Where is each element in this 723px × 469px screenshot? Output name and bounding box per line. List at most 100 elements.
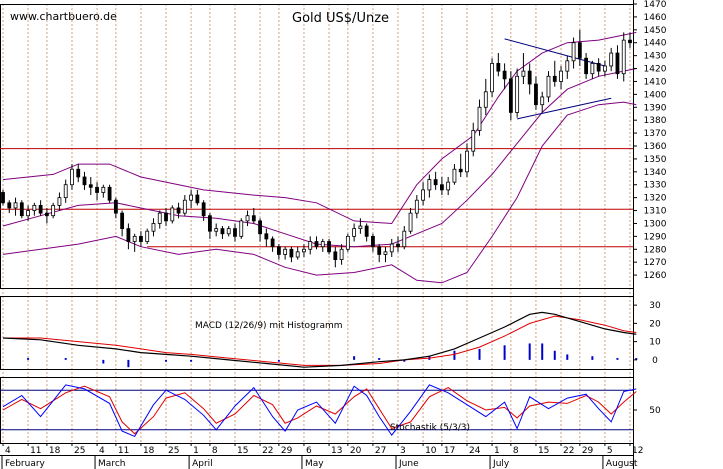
price-tick-label: 1410	[644, 77, 667, 87]
candle	[565, 55, 570, 79]
candle-body	[477, 106, 482, 131]
candle	[452, 164, 457, 185]
candle-body	[446, 181, 451, 191]
candle	[502, 63, 507, 90]
candle	[333, 246, 338, 268]
candle-body	[113, 199, 118, 214]
candle	[226, 226, 231, 237]
candle-body	[540, 96, 545, 106]
date-tick-label: 18	[143, 446, 155, 456]
candle-body	[571, 42, 576, 62]
candle	[176, 202, 181, 219]
candle	[389, 238, 394, 258]
candle-body	[214, 228, 219, 232]
candle	[289, 246, 294, 263]
date-tick-label: 12	[632, 446, 643, 456]
price-tick-label: 1270	[644, 258, 667, 268]
candle-body	[421, 189, 425, 201]
candle	[421, 182, 425, 206]
candle-body	[521, 70, 526, 77]
month-label: February	[5, 459, 46, 469]
candle	[302, 244, 306, 258]
candle	[126, 223, 131, 250]
candle	[508, 71, 513, 121]
candle	[584, 53, 589, 79]
month-label: May	[305, 459, 324, 469]
candle-body	[502, 70, 507, 80]
candle	[70, 164, 74, 190]
candle-body	[302, 248, 306, 253]
candle-body	[584, 57, 589, 75]
candle-body	[496, 62, 501, 72]
price-tick-label: 1350	[644, 155, 667, 165]
candle-body	[534, 83, 538, 106]
axes: 1260127012801290130013101320133013401350…	[0, 0, 667, 469]
stochastic-label: Stochastik (5/3/3)	[390, 423, 470, 433]
candle-body	[283, 248, 288, 255]
candle-body	[157, 212, 162, 224]
candle-body	[38, 204, 43, 214]
candle-body	[63, 184, 68, 199]
macd-label: MACD (12/26/9) mit Histogramm	[195, 321, 343, 331]
candle-body	[195, 194, 200, 204]
date-tick-label: 6	[306, 446, 312, 456]
candle	[571, 37, 576, 69]
candle-body	[233, 228, 237, 237]
candle-body	[320, 241, 325, 248]
candle	[101, 184, 106, 198]
candle	[32, 202, 37, 216]
candle	[239, 218, 244, 239]
candle	[546, 71, 551, 103]
candle	[483, 78, 488, 116]
candle	[245, 210, 250, 227]
candle-body	[26, 210, 30, 217]
date-tick-label: 13	[331, 446, 342, 456]
candle-body	[239, 220, 244, 237]
date-tick-label: 5	[607, 446, 613, 456]
candle-body	[559, 70, 563, 82]
candle	[433, 171, 438, 190]
candle-body	[139, 235, 143, 242]
candle-body	[383, 251, 388, 255]
price-tick-label: 1440	[644, 39, 667, 49]
month-label: March	[98, 459, 125, 469]
candle-body	[508, 78, 513, 113]
candle-body	[490, 62, 494, 93]
candle-body	[95, 186, 99, 193]
candle	[13, 197, 18, 216]
candle	[383, 246, 388, 263]
candle-body	[57, 197, 62, 206]
candle-body	[408, 212, 413, 232]
month-label: August	[606, 459, 638, 469]
date-tick-label: 8	[212, 446, 218, 456]
chart-title: Gold US$/Unze	[292, 11, 389, 26]
candle	[320, 238, 325, 252]
candle-body	[32, 204, 37, 211]
candle	[214, 223, 219, 237]
date-tick-label: 18	[49, 446, 61, 456]
date-tick-label: 4	[99, 446, 105, 456]
candle-body	[208, 215, 212, 232]
price-panel	[0, 29, 637, 284]
candle	[371, 233, 375, 252]
candle	[308, 236, 313, 255]
candle-body	[70, 168, 74, 186]
candle-body	[220, 228, 225, 235]
candle	[145, 228, 150, 245]
candle-body	[264, 233, 269, 240]
date-tick-label: 29	[582, 446, 594, 456]
date-tick-label: 15	[538, 446, 549, 456]
candle	[189, 189, 194, 208]
candle	[396, 236, 400, 252]
candle-body	[13, 202, 18, 209]
candle-body	[145, 230, 150, 242]
candle-body	[88, 184, 93, 188]
candle	[577, 29, 582, 66]
date-tick-label: 11	[30, 446, 41, 456]
stochastic-d-line	[2, 385, 637, 435]
candle	[458, 153, 463, 177]
candle	[621, 32, 626, 82]
candle-body	[345, 235, 350, 250]
